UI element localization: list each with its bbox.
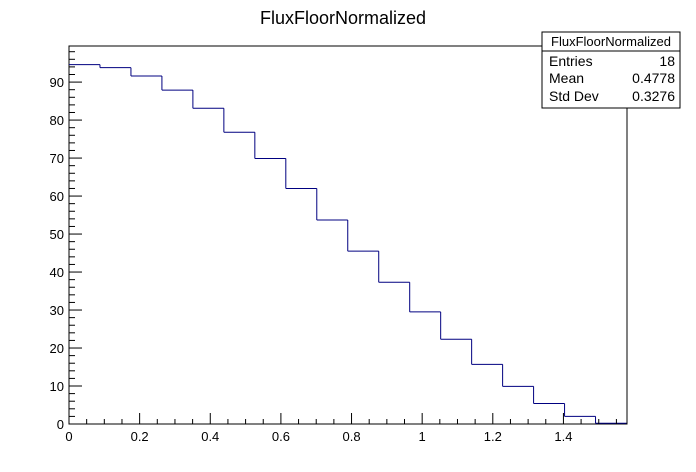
stats-stddev-value: 0.3276 [632,88,675,104]
x-tick-label: 0.4 [201,429,219,444]
stats-mean-label: Mean [549,70,584,86]
x-tick-label: 1 [419,429,426,444]
stats-entries-value: 18 [659,53,675,69]
y-tick-label: 30 [50,303,64,318]
chart-title: FluxFloorNormalized [260,8,426,28]
x-tick-label: 0.8 [342,429,360,444]
y-tick-label: 0 [57,417,64,432]
x-tick-label: 0.6 [272,429,290,444]
stats-box-frame [541,31,681,109]
stats-stddev-label: Std Dev [549,88,599,104]
y-tick-label: 40 [50,265,64,280]
y-tick-label: 70 [50,151,64,166]
y-tick-label: 80 [50,113,64,128]
x-tick-label: 1.4 [554,429,572,444]
y-tick-label: 10 [50,379,64,394]
stats-box: FluxFloorNormalized Entries 18 Mean 0.47… [541,31,681,109]
plot-frame [68,45,628,425]
x-tick-label: 0 [65,429,72,444]
y-tick-label: 90 [50,75,64,90]
y-tick-label: 50 [50,227,64,242]
x-tick-label: 0.2 [131,429,149,444]
x-tick-label: 1.2 [484,429,502,444]
y-tick-label: 20 [50,341,64,356]
stats-box-title: FluxFloorNormalized [551,34,671,49]
stats-mean-value: 0.4778 [632,70,675,86]
stats-entries-label: Entries [549,53,593,69]
y-tick-label: 60 [50,189,64,204]
